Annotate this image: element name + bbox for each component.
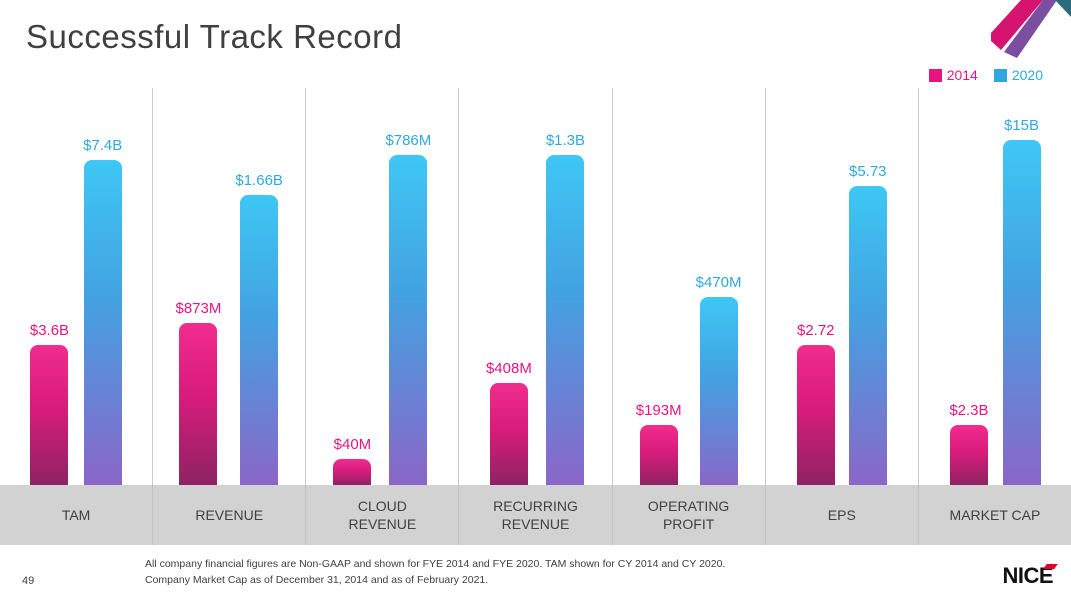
chart-column-eps: $2.72 $5.73 bbox=[766, 88, 919, 485]
category-label-cloud-revenue: CLOUD REVENUE bbox=[306, 485, 460, 545]
footnote-line-2: Company Market Cap as of December 31, 20… bbox=[145, 574, 489, 587]
bar-group-2020: $1.66B bbox=[235, 172, 283, 485]
category-band: TAM REVENUE CLOUD REVENUE RECURRING REVENUE… bbox=[0, 485, 1071, 545]
chart-column-revenue: $873M $1.66B bbox=[153, 88, 307, 485]
slide-title: Successful Track Record bbox=[26, 18, 403, 55]
bar-2020 bbox=[848, 186, 887, 485]
legend-label-2020: 2020 bbox=[1011, 67, 1043, 83]
bar-group-2020: $15B bbox=[1002, 117, 1041, 485]
legend-item-2014: 2014 bbox=[928, 67, 978, 83]
category-label-revenue: REVENUE bbox=[153, 485, 307, 545]
bar-group-2014: $2.72 bbox=[796, 322, 835, 485]
page-number: 49 bbox=[22, 575, 35, 587]
chart-column-cloud-revenue: $40M $786M bbox=[306, 88, 460, 485]
value-label-2020: $5.73 bbox=[848, 163, 887, 180]
bar-2020 bbox=[389, 155, 428, 485]
corner-decoration-shapes bbox=[991, 0, 1071, 58]
legend-swatch-2020-icon bbox=[993, 68, 1007, 82]
bar-group-2014: $873M bbox=[175, 300, 222, 485]
category-label-operating-profit: OPERATING PROFIT bbox=[613, 485, 766, 545]
value-label-2014: $193M bbox=[635, 402, 682, 419]
value-label-2014: $873M bbox=[175, 300, 222, 317]
value-label-2020: $1.3B bbox=[545, 132, 586, 149]
value-label-2020: $1.66B bbox=[235, 172, 283, 189]
legend-item-2020: 2020 bbox=[993, 67, 1043, 83]
bar-group-2014: $2.3B bbox=[949, 402, 989, 485]
bar-group-2020: $1.3B bbox=[546, 132, 585, 485]
footer: 49 All company financial figures are Non… bbox=[0, 545, 1071, 599]
bar-group-2020: $786M bbox=[385, 132, 431, 485]
bar-group-2020: $5.73 bbox=[848, 163, 887, 485]
value-label-2020: $15B bbox=[1003, 117, 1040, 134]
bar-2020 bbox=[699, 297, 738, 485]
bar-2014 bbox=[179, 323, 218, 485]
legend-swatch-2014-icon bbox=[928, 68, 942, 82]
bar-group-2020: $470M bbox=[696, 274, 742, 485]
legend-label-2014: 2014 bbox=[946, 67, 978, 83]
chart-column-operating-profit: $193M $470M bbox=[613, 88, 766, 485]
bar-2014 bbox=[639, 425, 678, 485]
corner-pink-shape bbox=[991, 0, 1043, 50]
category-label-market-cap: MARKET CAP bbox=[949, 506, 1041, 523]
bar-2014 bbox=[30, 345, 69, 485]
bar-2020 bbox=[1002, 140, 1041, 485]
value-label-2020: $7.4B bbox=[83, 137, 123, 154]
chart-column-tam: $3.6B $7.4B bbox=[0, 88, 154, 485]
chart-column-recurring-revenue: $408M $1.3B bbox=[459, 88, 613, 485]
bar-group-2014: $40M bbox=[333, 436, 372, 485]
bar-group-2014: $3.6B bbox=[30, 322, 69, 485]
footnote: All company financial figures are Non-GA… bbox=[145, 556, 725, 589]
category-label-eps: EPS bbox=[766, 485, 919, 545]
bar-2014 bbox=[489, 383, 528, 485]
bar-2014 bbox=[949, 425, 988, 485]
value-label-2014: $3.6B bbox=[29, 322, 70, 339]
bar-group-2014: $193M bbox=[636, 402, 682, 485]
nice-logo: NICE bbox=[1002, 563, 1058, 589]
value-label-2014: $40M bbox=[333, 436, 372, 453]
category-label-recurring-revenue: RECURRING REVENUE bbox=[459, 485, 613, 545]
corner-decoration bbox=[991, 0, 1071, 62]
bar-2020 bbox=[83, 160, 122, 485]
corner-purple-shape bbox=[1004, 0, 1057, 58]
corner-teal-shape bbox=[1055, 0, 1071, 17]
chart-legend: 2014 2020 bbox=[928, 67, 1043, 83]
chart-column-market-cap: $2.3B $15B bbox=[919, 88, 1071, 485]
value-label-2020: $470M bbox=[695, 274, 742, 291]
value-label-2020: $786M bbox=[385, 132, 432, 149]
bar-group-2014: $408M bbox=[486, 360, 532, 485]
nice-logo-accent-icon bbox=[1043, 564, 1058, 569]
bar-chart: $3.6B $7.4B $873M $1.66B $40M $786M $408M $1.3B… bbox=[0, 88, 1071, 485]
value-label-2014: $2.72 bbox=[796, 322, 835, 339]
value-label-2014: $408M bbox=[485, 360, 532, 377]
value-label-2014: $2.3B bbox=[949, 402, 989, 419]
bar-group-2020: $7.4B bbox=[83, 137, 122, 485]
bar-2014 bbox=[796, 345, 835, 485]
bar-2014 bbox=[333, 459, 372, 485]
bar-2020 bbox=[240, 195, 279, 485]
category-label-tam: TAM bbox=[0, 485, 154, 545]
bar-2020 bbox=[546, 155, 585, 485]
footnote-line-1: All company financial figures are Non-GA… bbox=[145, 558, 726, 570]
